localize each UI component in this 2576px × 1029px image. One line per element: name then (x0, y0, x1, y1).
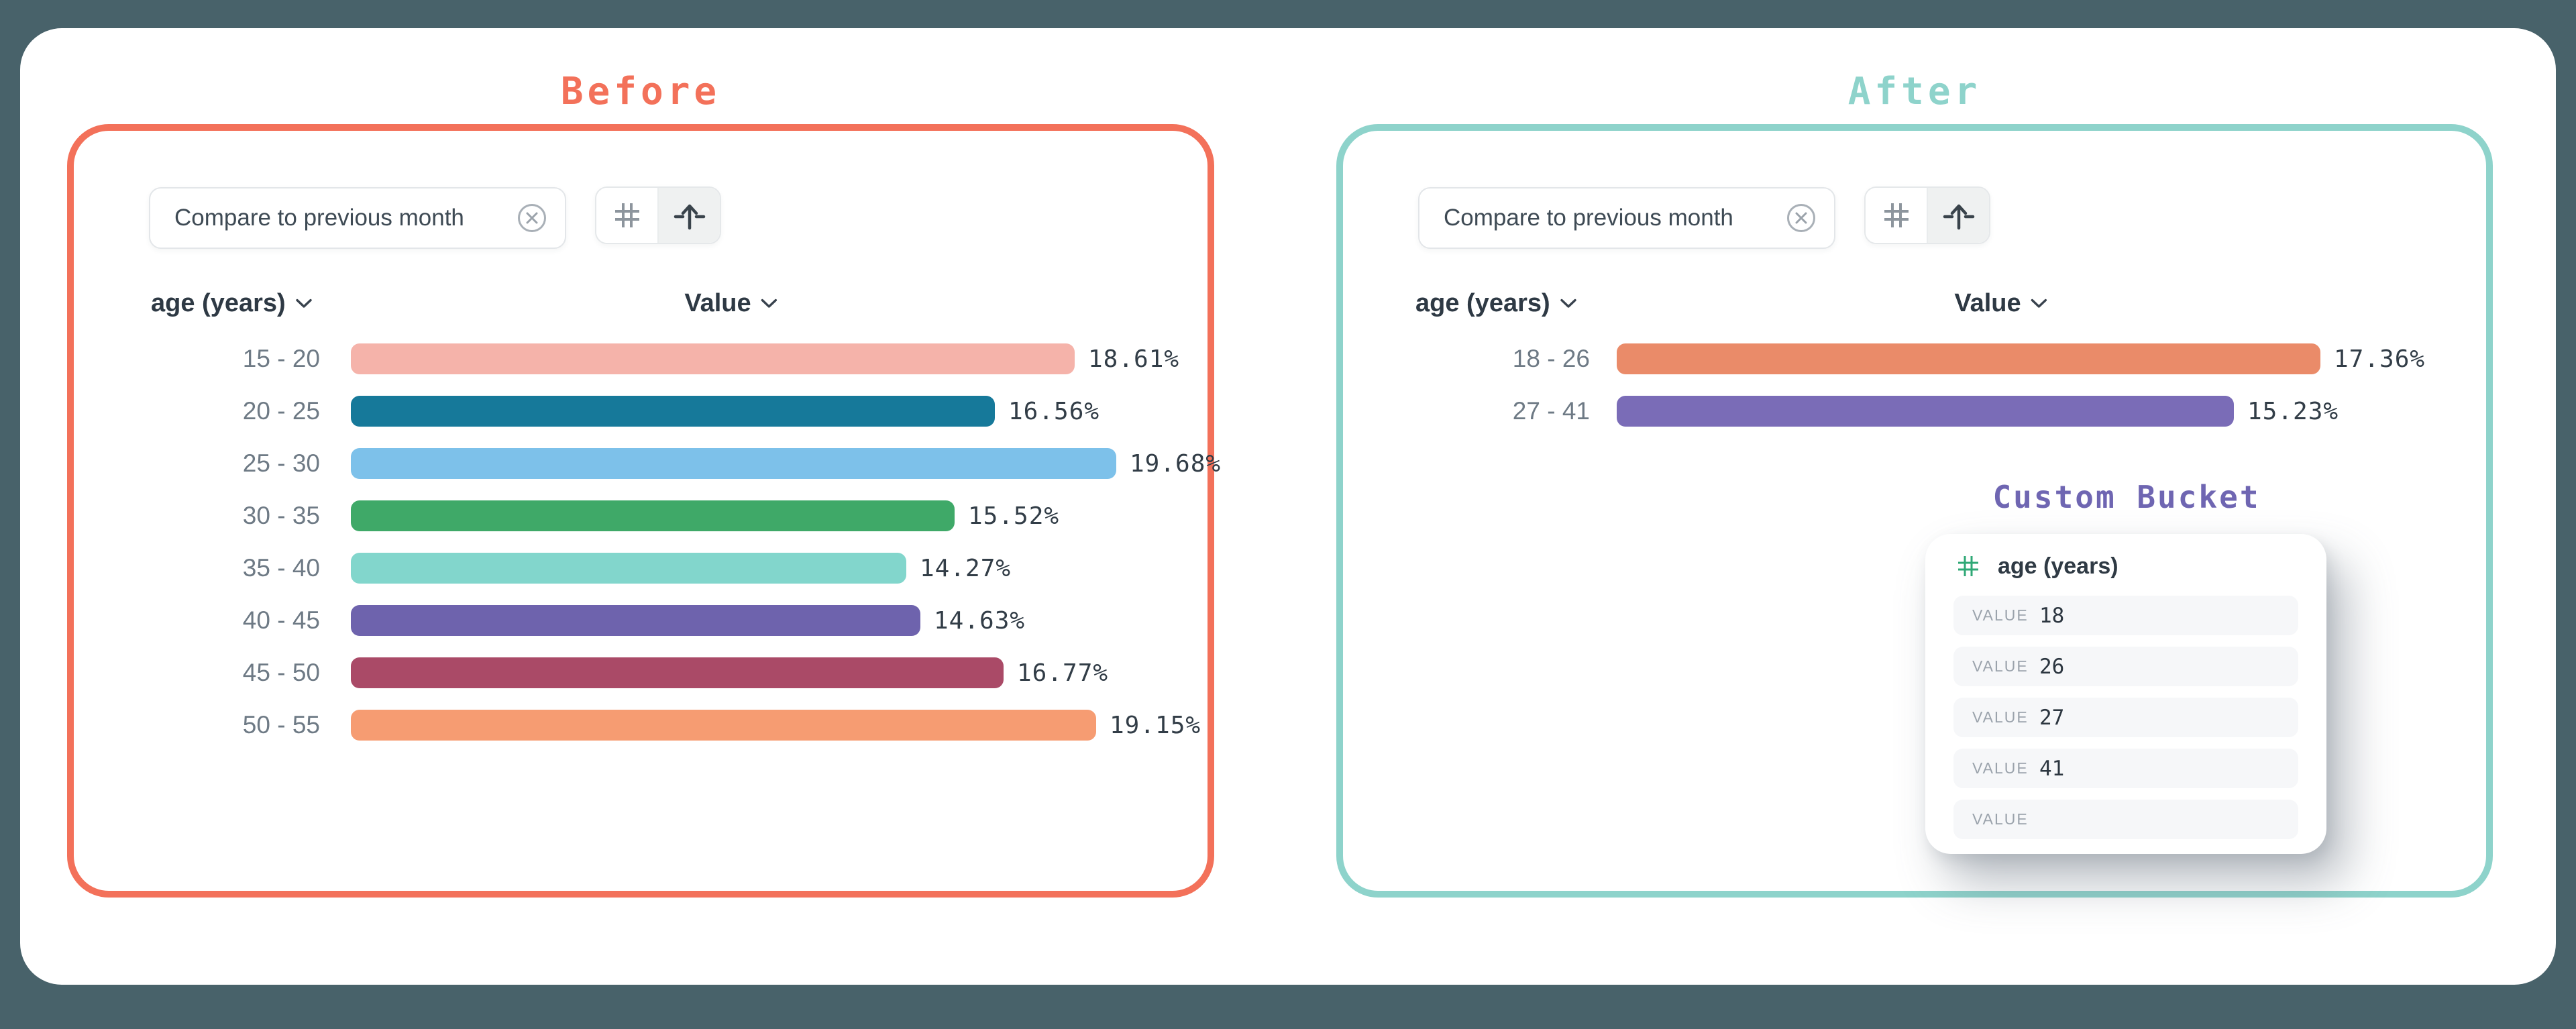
bar-value-label: 19.15% (1110, 711, 1201, 739)
filter-chip-label: Compare to previous month (1444, 205, 1733, 231)
bucket-mode-toggle (1864, 186, 1990, 244)
bar-category-label: 45 - 50 (242, 659, 320, 686)
bar[interactable] (1617, 343, 2320, 374)
bar[interactable] (351, 500, 955, 531)
bar-category-label: 15 - 20 (242, 345, 320, 372)
dimension-column-header[interactable]: age (years) (1415, 289, 1577, 318)
numeric-buckets-button[interactable] (1866, 188, 1927, 243)
field-name-label: age (years) (1998, 553, 2118, 579)
remove-filter-icon[interactable] (1786, 203, 1817, 233)
value-header-label: Value (684, 289, 751, 317)
arrow-up-from-line-icon (674, 204, 705, 230)
custom-bucket-rows: VALUE 18 VALUE 26 VALUE 27 VALUE 41 VALUE (1953, 596, 2298, 851)
hash-icon (614, 203, 639, 227)
bar-value-label: 16.77% (1017, 659, 1109, 687)
bar-row: 27 - 41 15.23% (1343, 385, 2486, 437)
value-column-header[interactable]: Value (684, 289, 777, 318)
bar-row: 15 - 20 18.61% (74, 333, 1208, 385)
value-field-label: VALUE (1972, 759, 2029, 777)
chevron-down-icon (2031, 299, 2047, 308)
value-field-value: 26 (2039, 654, 2065, 679)
value-header-label: Value (1954, 289, 2021, 317)
value-field-label: VALUE (1972, 657, 2029, 675)
bar-row: 25 - 30 19.68% (74, 437, 1220, 490)
value-field-label: VALUE (1972, 810, 2029, 828)
bar-category-label: 25 - 30 (242, 449, 320, 477)
value-field-value: 41 (2039, 756, 2065, 781)
bar-row: 45 - 50 16.77% (74, 647, 1208, 699)
bar-value-label: 17.36% (2334, 345, 2426, 373)
bar-value-label: 19.68% (1130, 449, 1222, 478)
chevron-down-icon (295, 299, 312, 308)
bar-value-label: 18.61% (1088, 345, 1180, 373)
bar-category-label: 30 - 35 (242, 502, 320, 529)
value-field-value: 27 (2039, 705, 2065, 730)
custom-buckets-button[interactable] (1927, 188, 1989, 243)
bar[interactable] (351, 553, 906, 584)
bar-row: 30 - 35 15.52% (74, 490, 1208, 542)
after-bar-chart: 18 - 26 17.36% 27 - 41 15.23% (1343, 333, 2486, 437)
hash-icon (1958, 556, 1978, 576)
chevron-down-icon (761, 299, 777, 308)
bar[interactable] (351, 605, 920, 636)
dimension-header-label: age (years) (1415, 289, 1550, 317)
value-field-value: 18 (2039, 603, 2065, 628)
custom-bucket-field: age (years) (1955, 553, 2118, 580)
main-card: Before Compare to previous month (20, 28, 2556, 985)
value-column-header[interactable]: Value (1954, 289, 2047, 318)
bar-value-label: 16.56% (1008, 397, 1100, 425)
arrow-up-from-line-icon (1943, 204, 1974, 230)
filter-chip[interactable]: Compare to previous month (1418, 187, 1835, 249)
dimension-header-label: age (years) (151, 289, 286, 317)
bucket-value-row[interactable]: VALUE 41 (1953, 749, 2298, 788)
custom-bucket-title: Custom Bucket (1992, 479, 2261, 515)
value-field-label: VALUE (1972, 606, 2029, 624)
bar-value-label: 14.63% (934, 606, 1026, 635)
bar-category-label: 20 - 25 (242, 397, 320, 425)
after-chart-panel: Compare to previous month (1336, 124, 2493, 898)
before-title: Before (560, 70, 721, 113)
bar[interactable] (1617, 396, 2234, 427)
bar[interactable] (351, 396, 995, 427)
bar[interactable] (351, 448, 1116, 479)
bucket-value-row[interactable]: VALUE 27 (1953, 698, 2298, 737)
after-title: After (1847, 70, 1982, 113)
filter-chip-label: Compare to previous month (174, 205, 464, 231)
bar-value-label: 14.27% (920, 554, 1012, 582)
bucket-value-row[interactable]: VALUE 18 (1953, 596, 2298, 635)
bucket-mode-toggle (595, 186, 721, 244)
bar[interactable] (351, 657, 1004, 688)
before-chart-panel: Compare to previous month (67, 124, 1220, 898)
hash-icon (1884, 203, 1909, 227)
bar-row: 20 - 25 16.56% (74, 385, 1208, 437)
bar-row: 18 - 26 17.36% (1343, 333, 2486, 385)
bucket-value-row[interactable]: VALUE 26 (1953, 647, 2298, 686)
before-bar-chart: 15 - 20 18.61% 20 - 25 16.56% 25 - 30 19.68% 3… (74, 333, 1220, 751)
bar[interactable] (351, 710, 1096, 741)
bar-value-label: 15.23% (2247, 397, 2339, 425)
bar-category-label: 50 - 55 (242, 711, 320, 739)
bar-row: 50 - 55 19.15% (74, 699, 1208, 751)
chevron-down-icon (1560, 299, 1576, 308)
bar-category-label: 35 - 40 (242, 554, 320, 582)
remove-filter-icon[interactable] (517, 203, 547, 233)
bar-category-label: 40 - 45 (242, 606, 320, 634)
bar-row: 35 - 40 14.27% (74, 542, 1208, 594)
bar-category-label: 18 - 26 (1512, 345, 1590, 372)
filter-chip[interactable]: Compare to previous month (149, 187, 566, 249)
dimension-column-header[interactable]: age (years) (151, 289, 313, 318)
bar-category-label: 27 - 41 (1512, 397, 1590, 425)
value-field-label: VALUE (1972, 708, 2029, 726)
bar-value-label: 15.52% (968, 502, 1060, 530)
bucket-value-row[interactable]: VALUE (1953, 800, 2298, 839)
custom-buckets-button[interactable] (657, 188, 720, 243)
bar[interactable] (351, 343, 1075, 374)
numeric-buckets-button[interactable] (596, 188, 657, 243)
custom-bucket-popup: age (years) VALUE 18 VALUE 26 VALUE 27 VALUE 41… (1925, 534, 2326, 854)
bar-row: 40 - 45 14.63% (74, 594, 1208, 647)
